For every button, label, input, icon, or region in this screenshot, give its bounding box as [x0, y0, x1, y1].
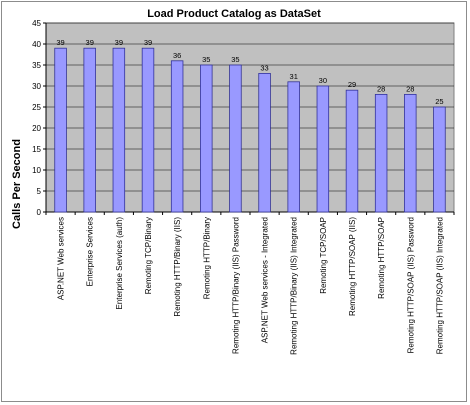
plot-layer: 0 5 10 15 20 25 30 35 40 45 39 ASP.NET Web services… [32, 19, 455, 355]
bar [258, 73, 271, 213]
x-category-label: Remoting HTTP/SOAP (IIS) Password [406, 217, 415, 353]
data-label: 35 [202, 55, 210, 64]
x-category-label: Remoting HTTP/SOAP (IIS) Integrated [435, 217, 444, 354]
data-label: 39 [86, 38, 94, 47]
data-label: 33 [260, 63, 268, 72]
y-tick-label: 45 [32, 19, 41, 28]
bar [287, 81, 300, 213]
bar [374, 94, 388, 213]
chart-title: Load Product Catalog as DataSet [147, 8, 321, 20]
y-tick-label: 35 [32, 61, 41, 70]
y-tick-label: 30 [32, 82, 41, 91]
x-category-label: Remoting HTTP/Binary (IIS) Password [231, 217, 240, 354]
data-label: 28 [406, 84, 414, 93]
data-label: 31 [290, 72, 298, 81]
plot-area [45, 22, 455, 213]
bar [141, 47, 155, 213]
bar [54, 47, 67, 213]
y-tick-label: 0 [37, 208, 42, 217]
x-category-label: Enterprise Services [86, 217, 95, 286]
x-category-label: Remoting HTTP/Binary [202, 217, 211, 299]
bar [345, 89, 359, 213]
x-category-label: Remoting HTTP/SOAP [377, 217, 386, 299]
data-label: 28 [377, 84, 385, 93]
data-label: 29 [348, 80, 356, 89]
y-tick-label: 40 [32, 40, 41, 49]
bar [83, 47, 96, 213]
bar [112, 47, 126, 213]
x-category-label: ASP.NET Web services - Integrated [261, 217, 270, 343]
x-category-label: Remoting HTTP/Binary (IIS) [173, 217, 182, 317]
x-category-label: Remoting HTTP/Binary (IIS) Integrated [290, 217, 299, 355]
y-tick-label: 25 [32, 103, 41, 112]
bar [200, 64, 213, 213]
data-label: 39 [115, 38, 123, 47]
y-tick-label: 5 [37, 187, 42, 196]
data-label: 35 [231, 55, 239, 64]
bar [433, 106, 446, 213]
bar [404, 94, 417, 213]
data-label: 25 [435, 97, 443, 106]
x-category-label: Remoting TCP/SOAP [319, 217, 328, 294]
x-category-label: Enterprise Services (auth) [115, 217, 124, 310]
data-label: 36 [173, 51, 181, 60]
y-tick-label: 15 [32, 145, 41, 154]
bar [170, 60, 184, 213]
y-tick-label: 10 [32, 166, 41, 175]
y-tick-label: 20 [32, 124, 41, 133]
x-category-label: Remoting TCP/Binary [144, 217, 153, 294]
data-label: 39 [144, 38, 152, 47]
data-label: 30 [319, 76, 327, 85]
data-label: 39 [56, 38, 64, 47]
bar [316, 85, 330, 213]
x-category-label: Remoting HTTP/SOAP (IIS) [348, 217, 357, 316]
x-category-label: ASP.NET Web services [57, 217, 66, 300]
bar [229, 64, 242, 213]
